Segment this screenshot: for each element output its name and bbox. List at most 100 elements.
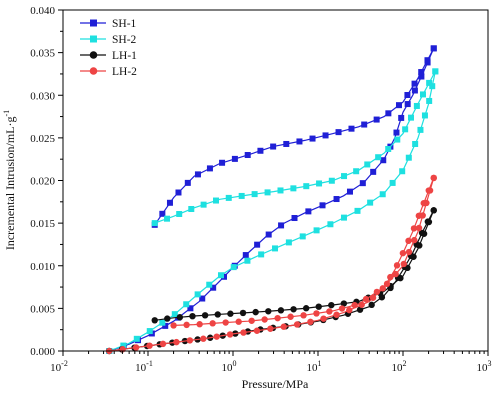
- data-point: [346, 306, 353, 314]
- legend: SH-1 SH-2 LH-1 LH-2: [80, 18, 137, 78]
- data-point: [239, 309, 247, 317]
- data-point: [426, 97, 433, 104]
- data-point: [200, 335, 207, 342]
- data-point: [257, 147, 264, 154]
- data-point: [283, 140, 290, 147]
- y-tick-label: 0.035: [30, 48, 55, 60]
- data-point: [393, 262, 401, 269]
- data-point: [392, 270, 399, 278]
- data-point: [385, 145, 392, 152]
- data-point: [397, 274, 404, 282]
- y-axis-title-sup: -1: [2, 110, 11, 117]
- data-point: [244, 152, 251, 159]
- y-tick-label: 0.010: [30, 261, 55, 273]
- data-point: [226, 331, 234, 338]
- data-point: [219, 159, 226, 166]
- data-point: [164, 315, 171, 322]
- data-point: [209, 320, 216, 327]
- data-point: [258, 251, 265, 258]
- data-point: [290, 185, 297, 192]
- data-point: [166, 199, 173, 206]
- data-point: [405, 248, 413, 256]
- data-point: [405, 154, 412, 161]
- data-point: [261, 316, 268, 323]
- data-point: [421, 112, 428, 119]
- legend-item-sh-1: SH-1: [80, 18, 137, 30]
- data-point: [338, 305, 346, 312]
- x-tick-exp: -1: [146, 359, 153, 368]
- data-point: [400, 260, 407, 268]
- data-point: [383, 280, 391, 288]
- data-point: [426, 187, 434, 194]
- data-point: [277, 187, 284, 194]
- data-point: [230, 264, 237, 271]
- data-point: [419, 212, 426, 219]
- data-point: [151, 317, 158, 324]
- y-tick-label: 0.000: [30, 346, 55, 358]
- data-point: [385, 110, 392, 117]
- data-point: [235, 318, 242, 325]
- data-point: [393, 129, 400, 136]
- data-point: [341, 173, 348, 180]
- data-point: [411, 80, 418, 87]
- y-tick-label: 0.030: [30, 90, 55, 102]
- data-point: [410, 225, 418, 232]
- y-tick-label: 0.025: [30, 133, 55, 145]
- legend-item-sh-2: SH-2: [80, 34, 137, 46]
- data-point: [322, 132, 329, 139]
- data-point: [210, 284, 217, 291]
- y-tick-label: 0.040: [30, 5, 55, 17]
- axis-layer: 0.000 0.005 0.010 0.015 0.020 0.025 0.030 0.035…: [30, 5, 491, 374]
- data-point: [240, 329, 247, 336]
- data-point: [287, 313, 294, 320]
- y-tick-label: 0.005: [30, 303, 55, 315]
- data-point: [146, 328, 153, 335]
- data-point: [217, 272, 224, 279]
- data-point: [175, 189, 182, 196]
- legend-label: LH-2: [112, 66, 137, 78]
- data-point: [380, 157, 387, 164]
- legend-marker: [89, 67, 98, 75]
- data-point: [201, 312, 209, 319]
- data-point: [399, 249, 407, 257]
- data-point: [327, 221, 334, 228]
- data-point: [346, 188, 353, 195]
- data-point: [429, 83, 436, 90]
- data-point: [194, 171, 201, 178]
- legend-label: LH-1: [112, 50, 137, 62]
- data-point: [186, 337, 194, 344]
- data-point: [417, 126, 424, 133]
- data-point: [307, 318, 314, 326]
- x-tick-base: 10: [135, 362, 147, 374]
- x-tick-base: 10: [222, 362, 234, 374]
- x-tick-label: 100: [222, 359, 237, 374]
- data-point: [254, 241, 261, 248]
- data-point: [313, 227, 320, 234]
- data-point: [183, 301, 190, 308]
- data-point: [303, 183, 310, 190]
- data-point: [411, 87, 418, 94]
- data-point: [196, 321, 203, 328]
- data-point: [361, 121, 368, 128]
- x-tick-label: 102: [392, 359, 407, 374]
- data-point: [189, 312, 196, 320]
- data-point: [364, 161, 371, 168]
- data-point: [316, 180, 323, 187]
- data-point: [424, 57, 431, 64]
- data-point: [340, 214, 347, 221]
- data-point: [379, 191, 386, 198]
- data-point: [340, 300, 348, 307]
- data-point: [333, 196, 340, 203]
- data-point: [231, 155, 238, 162]
- data-point: [394, 136, 401, 143]
- data-point: [274, 314, 281, 322]
- data-point: [389, 179, 396, 186]
- y-axis-title-main: Incremental Intrusion/mL·g: [3, 117, 17, 251]
- data-point: [194, 291, 201, 298]
- data-point: [309, 135, 316, 142]
- data-point: [171, 311, 178, 318]
- data-point: [238, 192, 245, 199]
- data-point: [213, 333, 220, 340]
- data-point: [293, 321, 301, 328]
